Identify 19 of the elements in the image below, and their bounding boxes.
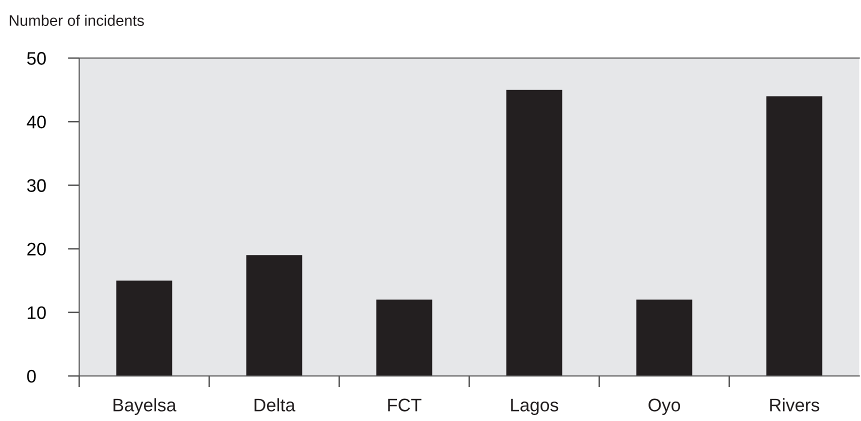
bar: [116, 280, 172, 376]
y-tick-label: 0: [27, 370, 36, 383]
y-tick-label: 50: [27, 52, 46, 65]
y-axis-title: Number of incidents: [10, 14, 144, 26]
x-tick-label: Lagos: [511, 398, 558, 416]
x-tick-label: FCT: [388, 398, 422, 412]
x-tick-label: Rivers: [770, 398, 820, 412]
y-tick-label: 10: [28, 306, 46, 320]
bar: [246, 255, 302, 376]
bar: [636, 300, 692, 376]
y-tick-label: 40: [26, 116, 46, 128]
y-tick-label: 30: [27, 179, 46, 192]
x-tick-label: Delta: [254, 398, 296, 412]
bar: [376, 300, 432, 376]
bar: [766, 96, 822, 376]
x-tick-label: Oyo: [648, 398, 680, 416]
x-tick-label: Bayelsa: [114, 398, 176, 416]
y-tick-label: 20: [27, 242, 46, 256]
bar: [506, 90, 562, 376]
